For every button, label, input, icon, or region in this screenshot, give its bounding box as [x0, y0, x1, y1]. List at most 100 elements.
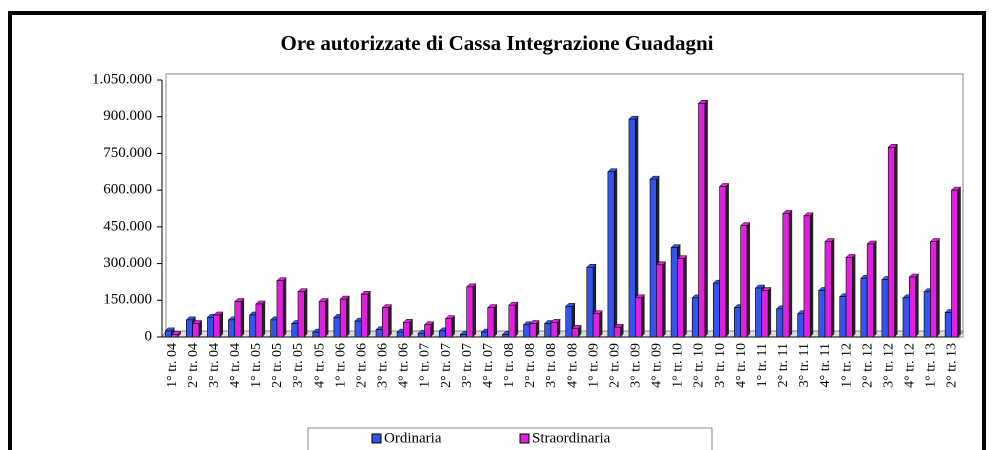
bar-side	[746, 222, 750, 337]
bar	[718, 183, 730, 338]
bar	[466, 283, 477, 338]
bar-face	[860, 277, 868, 338]
bar-face	[677, 258, 685, 338]
bar-face	[339, 298, 347, 338]
x-tick-label: 2° tr. 13	[945, 343, 960, 388]
bar	[592, 310, 604, 338]
x-tick-label: 3° tr. 04	[207, 343, 222, 388]
bar-face	[502, 334, 510, 338]
bar	[339, 295, 351, 338]
bar	[318, 298, 330, 338]
bar-face	[207, 317, 214, 338]
bar	[929, 238, 941, 338]
bar-face	[396, 331, 404, 338]
bar-side	[262, 300, 266, 337]
bar-face	[550, 322, 558, 338]
bar-face	[318, 301, 326, 338]
x-tick-label: 1° tr. 11	[755, 343, 770, 387]
bar-face	[276, 280, 284, 338]
x-tick-label: 2° tr. 11	[776, 343, 791, 387]
x-tick-label: 2° tr. 09	[607, 343, 622, 388]
bar-face	[824, 241, 832, 338]
bar	[628, 115, 639, 338]
bar	[508, 301, 519, 338]
x-tick-label: 1° tr. 12	[839, 343, 854, 388]
bar-side	[409, 319, 413, 337]
bar	[402, 319, 414, 338]
bar-face	[923, 291, 931, 338]
bar	[950, 186, 962, 338]
x-tick-label: 2° tr. 07	[439, 343, 454, 388]
bar-side	[789, 210, 793, 337]
bar-face	[297, 291, 305, 338]
bar-side	[831, 238, 835, 337]
bar-face	[487, 307, 495, 338]
legend-swatch	[371, 433, 382, 444]
bar-face	[909, 276, 916, 338]
bar	[170, 331, 182, 338]
legend-swatch	[519, 433, 530, 444]
bar	[234, 298, 245, 338]
bar-face	[291, 323, 299, 338]
bar-face	[839, 296, 847, 338]
chart-title: Ore autorizzate di Cassa Integrazione Gu…	[280, 31, 713, 55]
bar	[192, 320, 203, 338]
y-tick-label: 750.000	[103, 145, 152, 161]
bar-face	[776, 308, 784, 338]
bar-face	[755, 287, 763, 338]
bar-face	[761, 290, 769, 338]
bar	[866, 240, 878, 338]
bar-face	[403, 322, 411, 338]
bar-side	[578, 325, 582, 337]
bar-face	[571, 328, 579, 338]
bar-face	[164, 330, 172, 338]
x-tick-label: 1° tr. 04	[165, 343, 180, 388]
x-tick-label: 1° tr. 13	[924, 343, 939, 388]
bar	[550, 319, 561, 338]
bar-face	[382, 307, 389, 338]
bar-face	[887, 147, 895, 338]
x-tick-label: 4° tr. 06	[397, 343, 412, 388]
bar-side	[346, 296, 350, 337]
bar-side	[494, 304, 498, 337]
bar-face	[445, 318, 453, 338]
bar-face	[417, 333, 425, 338]
bar-face	[845, 257, 853, 338]
x-tick-label: 4° tr. 12	[903, 343, 918, 388]
bar-face	[333, 317, 341, 338]
bar-side	[614, 168, 618, 337]
bar-side	[810, 212, 814, 337]
bar-face	[312, 331, 320, 338]
legend-label: Ordinaria	[384, 430, 442, 446]
bar-side	[304, 288, 308, 337]
bar-side	[241, 298, 245, 337]
bar	[782, 210, 793, 338]
y-tick-label: 300.000	[103, 255, 152, 271]
x-tick-label: 1° tr. 07	[418, 343, 433, 388]
bar	[824, 238, 835, 338]
bar-side	[430, 321, 434, 337]
bar-side	[451, 315, 455, 337]
bar	[607, 168, 618, 338]
bar-face	[249, 314, 257, 338]
bar-side	[662, 261, 666, 337]
bar-face	[523, 324, 531, 338]
x-tick-label: 3° tr. 05	[291, 343, 306, 388]
bar-face	[354, 320, 362, 338]
bar-face	[797, 313, 805, 338]
legend-box	[307, 427, 713, 450]
x-tick-label: 4° tr. 08	[565, 343, 580, 388]
bar-side	[641, 294, 645, 337]
x-tick-label: 2° tr. 12	[860, 343, 875, 388]
bar-face	[628, 118, 636, 338]
bar-face	[782, 213, 790, 338]
x-tick-label: 4° tr. 07	[481, 343, 496, 388]
x-tick-label: 3° tr. 12	[881, 343, 896, 388]
bar-face	[466, 286, 474, 338]
x-tick-label: 1° tr. 10	[671, 343, 686, 388]
bar-face	[698, 102, 706, 338]
bar-face	[670, 247, 678, 338]
bar-face	[270, 319, 278, 338]
x-tick-label: 4° tr. 09	[650, 343, 665, 388]
bar-side	[557, 319, 561, 337]
